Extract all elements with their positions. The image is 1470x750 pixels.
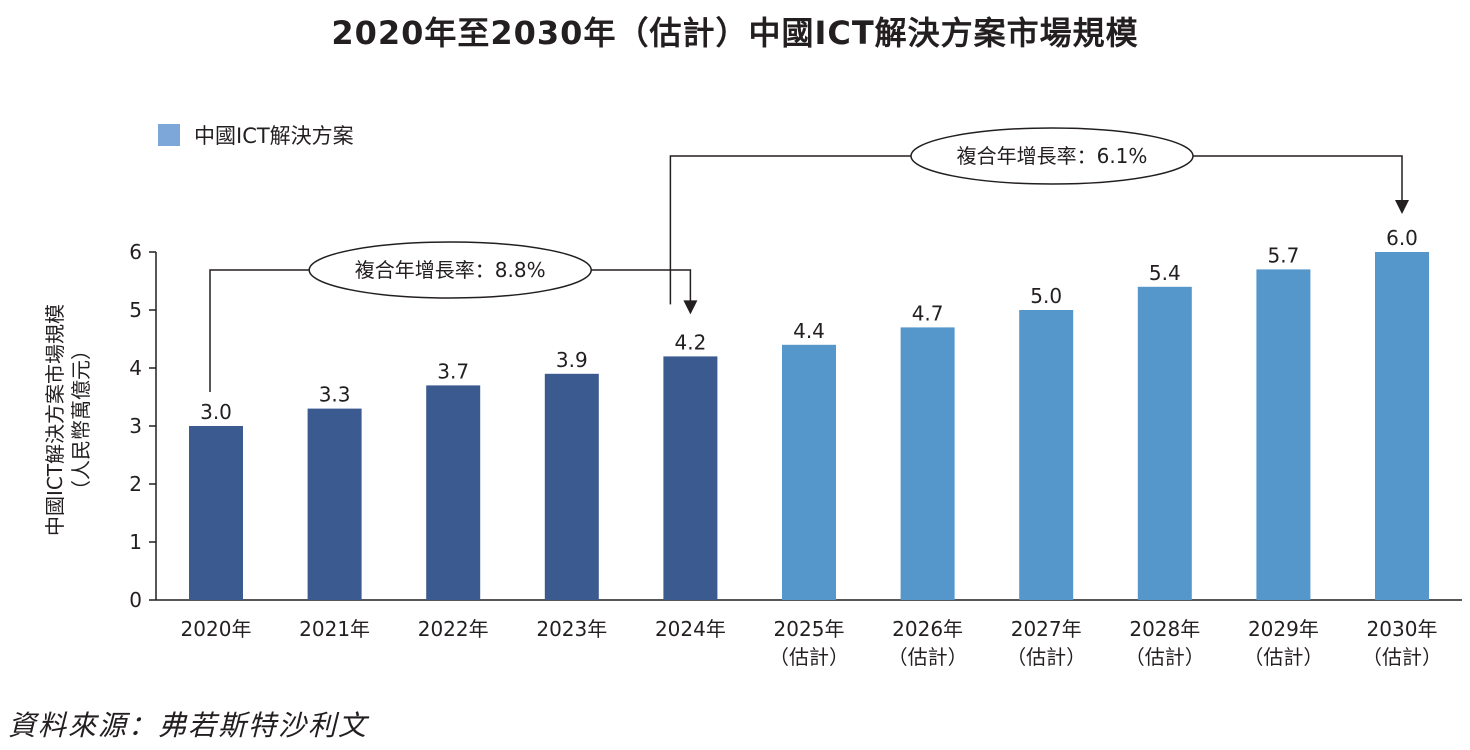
cagr-annotation-1: 複合年增長率：6.1% — [669, 127, 1409, 305]
category-label-6: 2026年 — [892, 617, 963, 641]
value-label-0: 3.0 — [200, 400, 232, 424]
category-label-2: 2022年 — [418, 617, 489, 641]
value-label-1: 3.3 — [319, 383, 351, 407]
cagr-label-1: 複合年增長率：6.1% — [957, 144, 1148, 168]
bar-6 — [900, 327, 955, 600]
category-label-0: 2020年 — [181, 617, 252, 641]
bar-7 — [1019, 310, 1074, 600]
value-label-4: 4.2 — [674, 330, 706, 354]
category-label-10: 2030年 — [1367, 617, 1438, 641]
category-label-7-sub: （估計） — [1006, 645, 1086, 669]
category-label-8: 2028年 — [1129, 617, 1200, 641]
category-label-1: 2021年 — [299, 617, 370, 641]
value-label-3: 3.9 — [556, 348, 588, 372]
category-label-8-sub: （估計） — [1125, 645, 1205, 669]
y-tick-label: 1 — [129, 530, 142, 554]
category-label-9: 2029年 — [1248, 617, 1319, 641]
category-label-7: 2027年 — [1011, 617, 1082, 641]
value-label-2: 3.7 — [437, 359, 469, 383]
category-label-3: 2023年 — [536, 617, 607, 641]
legend: 中國ICT解決方案 — [158, 120, 354, 150]
chart-title: 2020年至2030年（估計）中國ICT解決方案市場規模 — [331, 14, 1139, 52]
value-label-10: 6.0 — [1386, 226, 1418, 250]
source-note: 資料來源：弗若斯特沙利文 — [8, 709, 369, 742]
cagr-annotation-0: 複合年增長率：8.8% — [209, 241, 698, 392]
value-label-8: 5.4 — [1149, 261, 1181, 285]
y-tick-label: 4 — [129, 356, 142, 380]
category-label-6-sub: （估計） — [888, 645, 968, 669]
category-label-4: 2024年 — [655, 617, 726, 641]
bar-8 — [1137, 286, 1192, 600]
bar-9 — [1256, 269, 1311, 600]
y-tick-label: 3 — [129, 414, 142, 438]
value-label-5: 4.4 — [793, 319, 825, 343]
bar-5 — [782, 344, 836, 600]
value-label-9: 5.7 — [1267, 243, 1299, 267]
cagr-ellipse-0 — [308, 241, 592, 299]
bar-0 — [189, 426, 243, 600]
cagr-ellipse-1 — [910, 127, 1194, 185]
bar-1 — [307, 408, 362, 600]
cagr-arrowhead-1 — [1395, 200, 1409, 214]
legend-label: 中國ICT解決方案 — [194, 124, 354, 148]
bar-4 — [663, 356, 718, 600]
bar-10 — [1375, 252, 1429, 600]
bar-2 — [426, 385, 481, 600]
category-label-5-sub: （估計） — [769, 645, 849, 669]
category-label-9-sub: （估計） — [1243, 645, 1323, 669]
cagr-arrowhead-0 — [683, 300, 698, 315]
y-tick-label: 2 — [129, 472, 142, 496]
y-tick-label: 5 — [129, 298, 142, 322]
category-label-5: 2025年 — [774, 617, 845, 641]
y-tick-label: 0 — [129, 588, 142, 612]
value-label-7: 5.0 — [1030, 284, 1062, 308]
category-label-10-sub: （估計） — [1362, 645, 1442, 669]
cagr-label-0: 複合年增長率：8.8% — [355, 258, 546, 282]
y-tick-label: 6 — [129, 240, 142, 264]
value-label-6: 4.7 — [912, 301, 944, 325]
bar-3 — [544, 373, 599, 600]
legend-swatch — [158, 124, 180, 146]
